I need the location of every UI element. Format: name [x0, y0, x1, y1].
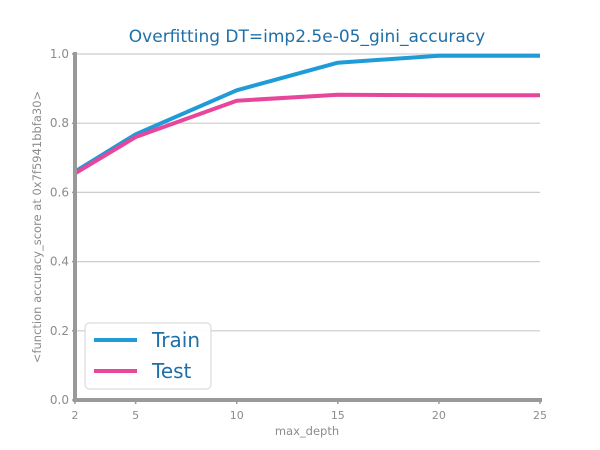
y-axis-label: <function accuracy_score at 0x7f5941bbfa…	[30, 91, 44, 363]
series-lines	[73, 53, 540, 176]
y-tick-label: 0.0	[50, 393, 69, 407]
x-tick-label: 20	[432, 409, 446, 422]
x-axis-label: max_depth	[275, 424, 339, 438]
chart-title: Overfitting DT=imp2.5e-05_gini_accuracy	[129, 27, 485, 47]
y-tick-label: 1.0	[50, 47, 69, 61]
x-tick-label: 2	[72, 409, 79, 422]
y-tick-label: 0.8	[50, 116, 69, 130]
y-tick-label: 0.4	[50, 255, 69, 269]
series-line-test	[73, 92, 540, 176]
y-tick-labels: 0.0 0.2 0.4 0.6 0.8 1.0	[50, 47, 69, 407]
grid-lines	[75, 53, 540, 332]
y-tick-label: 0.6	[50, 185, 69, 199]
legend-label-test: Test	[151, 359, 192, 383]
x-tick-label: 25	[533, 409, 547, 422]
legend-label-train: Train	[151, 328, 200, 352]
x-tick-label: 5	[132, 409, 139, 422]
legend: Train Test	[84, 322, 212, 390]
x-tick-labels: 2 5 10 15 20 25	[72, 409, 548, 422]
y-tick-label: 0.2	[50, 324, 69, 338]
series-line-train	[73, 53, 540, 174]
x-tick-label: 10	[230, 409, 244, 422]
axes	[72, 52, 542, 404]
x-tick-label: 15	[331, 409, 345, 422]
